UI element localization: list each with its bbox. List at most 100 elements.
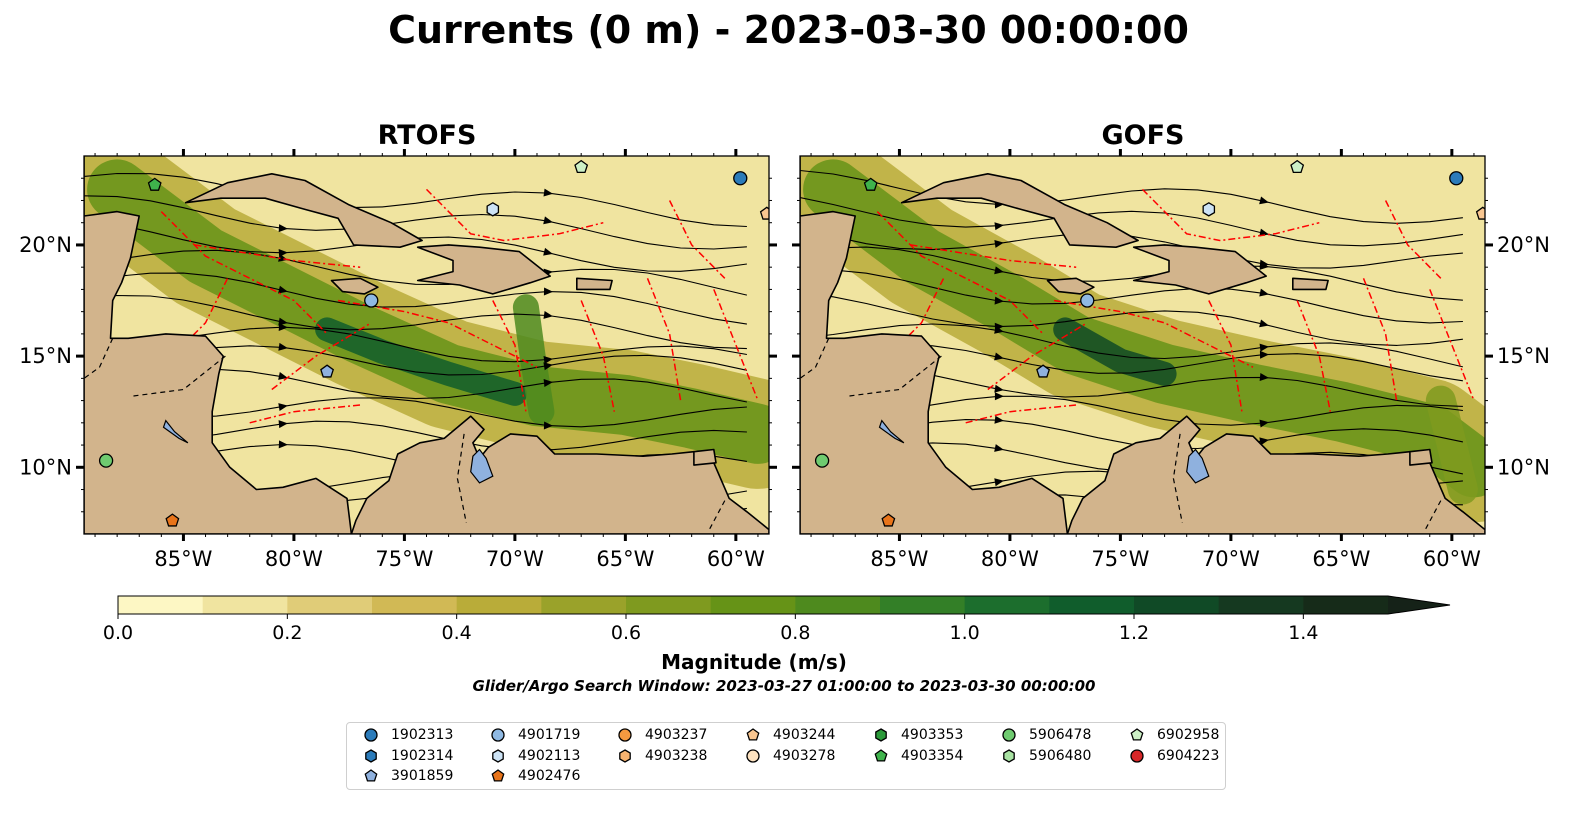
float-marker-4902113	[486, 202, 500, 217]
legend-item-4902113: 4902113	[488, 746, 580, 766]
land-jamaica	[1046, 277, 1095, 295]
lake-maracaibo	[470, 448, 494, 484]
y-tick-label: 15°N	[1497, 344, 1550, 368]
panel-title-gofs: GOFS	[1101, 120, 1185, 151]
streamline-arrow	[543, 379, 553, 387]
legend-item-6904223: 6904223	[1127, 746, 1219, 766]
streamline	[800, 197, 1463, 247]
streamline-arrow	[994, 222, 1004, 231]
streamline	[84, 294, 747, 350]
streamline-arrow	[543, 188, 553, 197]
float-marker-1902313	[1449, 171, 1464, 186]
colorbar-tick-label: 1.2	[1119, 622, 1149, 644]
legend-marker-circle-icon	[1130, 748, 1144, 763]
x-tick-label: 70°W	[1202, 547, 1260, 571]
streamline-arrow	[994, 322, 1004, 331]
axis-ticks: 85°W 80°W 75°W 70°W 65°W 60°W 20°N 15°N 10°N	[19, 149, 777, 571]
colorbar-tick-label: 0.6	[611, 622, 641, 644]
x-tick-label: 75°W	[1091, 547, 1149, 571]
legend-marker-shape	[746, 728, 760, 741]
float-marker-5906478	[814, 453, 830, 468]
land	[800, 156, 1485, 534]
streamline-arrow	[543, 310, 553, 319]
eez-line	[580, 300, 616, 412]
x-tick-label: 75°W	[375, 547, 433, 571]
land-hispaniola	[416, 244, 551, 295]
colorbar-tick-label: 1.0	[950, 622, 980, 644]
streamline-arrow	[1259, 288, 1269, 297]
streamline-arrow	[994, 392, 1004, 401]
colorbar-segment	[626, 596, 712, 614]
eez-line	[249, 404, 361, 424]
colorbar-tick-label: 0.4	[442, 622, 472, 644]
colorbar-segment	[118, 596, 204, 614]
float-marker-4903354	[863, 177, 878, 191]
land-trinidad	[693, 448, 717, 466]
colorbar-segment	[456, 596, 542, 614]
country-border	[1172, 433, 1183, 524]
eez-line	[425, 188, 604, 242]
streamline-arrow	[543, 287, 553, 296]
lake-nicaragua	[878, 419, 905, 444]
legend-item-4903238: 4903238	[615, 746, 707, 766]
streamline-arrow	[278, 342, 288, 351]
eez-line	[492, 300, 527, 412]
land-jamaica	[330, 277, 379, 295]
country-border	[1424, 500, 1442, 530]
colorbar-segment	[964, 596, 1050, 614]
legend-item-1902314: 1902314	[361, 746, 453, 766]
float-marker-4901719	[1080, 293, 1095, 308]
legend-item-1902313: 1902313	[361, 725, 453, 745]
legend-label: 3901859	[391, 768, 454, 784]
legend-marker-shape	[364, 728, 378, 742]
land-cuba	[184, 173, 423, 248]
figure-title: Currents (0 m) - 2023-03-30 00:00:00	[388, 8, 1189, 52]
eez-line	[646, 278, 682, 401]
land-central-america	[84, 156, 353, 534]
streamline-arrow	[278, 420, 288, 429]
float-marker-4902476	[881, 513, 896, 527]
streamline	[800, 169, 1463, 224]
colorbar-segment	[1218, 596, 1304, 614]
x-tick-label: 85°W	[154, 547, 212, 571]
float-marker-3901859	[320, 364, 335, 378]
legend-item-4903237: 4903237	[615, 725, 707, 745]
country-border	[708, 500, 726, 530]
float-markers	[98, 159, 769, 527]
streamline-arrow	[278, 440, 288, 449]
country-border	[800, 338, 830, 379]
land-cuba	[900, 173, 1139, 248]
current-speed-band	[512, 294, 555, 425]
streamline	[84, 249, 748, 296]
eez-line	[713, 289, 759, 401]
streamline-arrow	[1259, 228, 1269, 237]
legend-marker-shape	[1130, 728, 1144, 741]
streamline-arrow	[543, 247, 553, 256]
streamline-arrow	[1259, 373, 1269, 382]
colorbar-tick-label: 0.8	[780, 622, 810, 644]
colorbar-segment	[1049, 596, 1135, 614]
colorbar-segment	[880, 596, 966, 614]
streamline-arrow	[543, 356, 553, 364]
streamline-arrow	[1259, 419, 1269, 428]
map-gofs	[800, 156, 1485, 534]
legend-label: 1902313	[391, 727, 454, 743]
colorbar-segment	[710, 596, 796, 614]
colorbar-segment	[1134, 596, 1220, 614]
x-tick-label: 65°W	[596, 547, 654, 571]
current-speed-band	[1425, 385, 1478, 505]
legend-label: 1902314	[391, 747, 454, 764]
legend-marker-pentagon-icon	[364, 769, 378, 782]
legend-item-4903353: 4903353	[871, 725, 963, 745]
y-tick-label: 10°N	[19, 455, 72, 479]
streamline	[800, 292, 1463, 346]
legend-marker-shape	[365, 748, 377, 763]
legend-label: 4903354	[901, 747, 964, 764]
float-markers	[814, 159, 1485, 527]
eez-line	[876, 211, 1044, 335]
streamline	[84, 272, 747, 325]
land-puerto-rico	[1292, 277, 1329, 291]
float-marker-4902113	[1202, 202, 1216, 217]
colorbar-segment	[795, 596, 881, 614]
legend-label: 5906478	[1029, 727, 1092, 743]
